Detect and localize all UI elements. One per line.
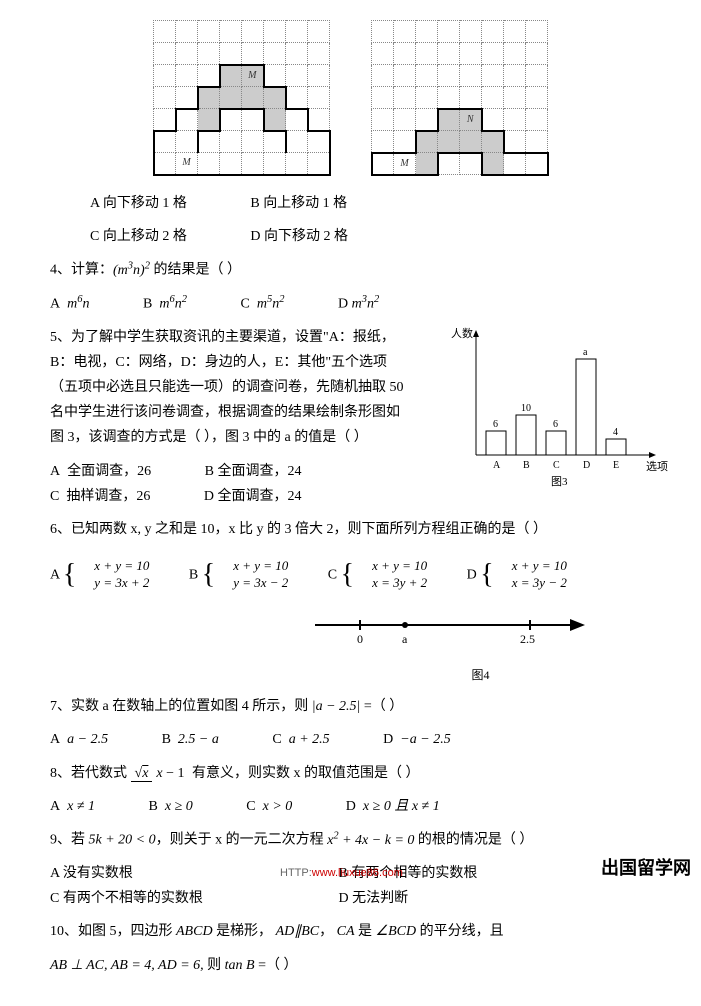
svg-text:2.5: 2.5	[520, 632, 535, 646]
q5-block: 5、为了解中学生获取资讯的主要渠道，设置"A：报纸，B：电视，C：网络，D：身边…	[50, 325, 651, 451]
q8-opt-d: D x ≥ 0 且 x ≠ 1	[346, 794, 465, 819]
svg-text:B: B	[523, 460, 530, 471]
q9-opt-a: A 没有实数根	[50, 861, 310, 886]
footer-url: HTTP:www.liuxue86.com	[280, 864, 403, 884]
q3-opt-a: A 向下移动 1 格	[90, 191, 217, 216]
q5-opt-a: A 全面调查，26	[50, 459, 176, 484]
q4-opt-d: D m3n2	[338, 291, 404, 317]
q6-opt-a: A {x + y = 10y = 3x + 2	[50, 550, 167, 600]
chart-ylabel: 人数	[451, 327, 473, 340]
q7-opt-d: D −a − 2.5	[383, 727, 476, 752]
grid-left: M M	[153, 20, 331, 176]
q6-opt-c: C {x + y = 10x = 3y + 2	[328, 550, 445, 600]
footer-brand: 出国留学网	[601, 852, 691, 884]
q4-opt-a: A m6n	[50, 291, 115, 317]
q3-opt-c: C 向上移动 2 格	[90, 224, 217, 249]
q10-line2: AB ⊥ AC, AB = 4, AD = 6, 则 tan B =（ ）	[50, 953, 651, 978]
q5-opt-d: D 全面调查，24	[204, 484, 327, 509]
svg-text:0: 0	[357, 632, 363, 646]
q9-opt-d: D 无法判断	[339, 886, 434, 911]
q3-opt-d: D 向下移动 2 格	[250, 224, 378, 249]
svg-text:C: C	[553, 460, 560, 471]
q3-options-2: C 向上移动 2 格 D 向下移动 2 格	[90, 224, 651, 249]
q5-stem: 5、为了解中学生获取资讯的主要渠道，设置"A：报纸，B：电视，C：网络，D：身边…	[50, 325, 410, 451]
q7-opt-b: B 2.5 − a	[162, 727, 244, 752]
q6-stem: 6、已知两数 x, y 之和是 10，x 比 y 的 3 倍大 2，则下面所列方…	[50, 517, 651, 542]
grid-right: N M	[371, 20, 549, 176]
q6-options: A {x + y = 10y = 3x + 2 B {x + y = 10y =…	[50, 550, 651, 600]
q6-opt-d: D {x + y = 10x = 3y − 2	[467, 550, 585, 600]
chart-xlabel: 选项	[646, 460, 668, 473]
q5-opt-b: B 全面调查，24	[205, 459, 327, 484]
q4-stem: 4、计算：(m3n)2 的结果是（ ）	[50, 257, 651, 283]
svg-text:10: 10	[521, 403, 531, 414]
q5-chart: 人数 选项 6 A 10 B 6 C a D 4 E 图3	[451, 325, 671, 495]
q5-opt-c: C 抽样调查，26	[50, 484, 175, 509]
chart-caption: 图3	[551, 475, 568, 488]
q10-line1: 10、如图 5，四边形 ABCD 是梯形， AD∥BC， CA 是 ∠BCD 的…	[50, 919, 651, 944]
svg-text:a: a	[583, 347, 588, 358]
q6-opt-b: B {x + y = 10y = 3x − 2	[189, 550, 306, 600]
q9-stem: 9、若 5k + 20 < 0，则关于 x 的一元二次方程 x2 + 4x − …	[50, 827, 651, 853]
q8-opt-a: A x ≠ 1	[50, 794, 120, 819]
svg-text:A: A	[493, 460, 501, 471]
q4-opt-c: C m5n2	[240, 291, 309, 317]
svg-text:E: E	[613, 460, 619, 471]
svg-text:a: a	[402, 632, 408, 646]
q7-stem: 7、实数 a 在数轴上的位置如图 4 所示，则 |a − 2.5| =（ ）	[50, 694, 651, 719]
svg-text:6: 6	[553, 419, 558, 430]
q8-opt-b: B x ≥ 0	[149, 794, 218, 819]
q7-opt-c: C a + 2.5	[272, 727, 354, 752]
q3-opt-b: B 向上移动 1 格	[250, 191, 377, 216]
numline-caption: 图4	[310, 665, 651, 687]
q8-stem: 8、若代数式 √xx − 1 有意义，则实数 x 的取值范围是（ ）	[50, 761, 651, 786]
q7-options: A a − 2.5 B 2.5 − a C a + 2.5 D −a − 2.5	[50, 727, 651, 752]
q4-opt-b: B m6n2	[143, 291, 212, 317]
svg-text:D: D	[583, 460, 590, 471]
q7-opt-a: A a − 2.5	[50, 727, 133, 752]
q8-opt-c: C x > 0	[246, 794, 317, 819]
number-line: 0 a 2.5 图4	[310, 610, 651, 686]
q9-opt-c: C 有两个不相等的实数根	[50, 886, 310, 911]
svg-text:4: 4	[613, 427, 618, 438]
q8-options: A x ≠ 1 B x ≥ 0 C x > 0 D x ≥ 0 且 x ≠ 1	[50, 794, 651, 819]
q3-options: A 向下移动 1 格 B 向上移动 1 格	[90, 191, 651, 216]
q4-options: A m6n B m6n2 C m5n2 D m3n2	[50, 291, 651, 317]
grid-figures: M M N M	[50, 20, 651, 176]
svg-text:6: 6	[493, 419, 498, 430]
